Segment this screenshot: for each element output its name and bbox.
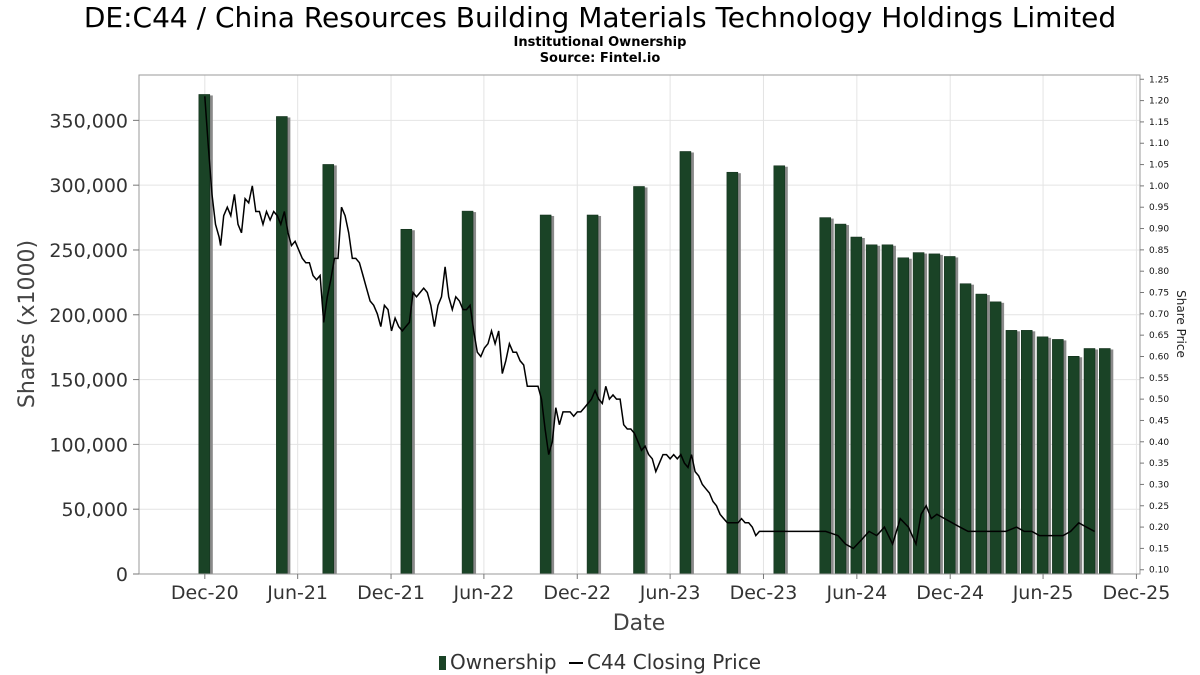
y2-tick-label: 1.25 <box>1149 75 1169 85</box>
y-tick-label: 100,000 <box>49 434 128 456</box>
ownership-bar <box>322 164 335 575</box>
ownership-bar <box>1067 356 1080 575</box>
y2-tick-label: 1.15 <box>1149 118 1169 128</box>
ownership-bar <box>198 94 211 575</box>
x-axis-ticks: Dec-20 Jun-21 Dec-21 Jun-22 Dec-22 Jun-23 Dec-… <box>171 574 1170 604</box>
x-tick-label: Dec-21 <box>357 582 425 604</box>
y-tick-label: 350,000 <box>49 110 128 132</box>
ownership-bar <box>1083 348 1096 575</box>
x-tick-label: Dec-25 <box>1103 582 1171 604</box>
chart-subtitle: Institutional Ownership <box>513 35 687 50</box>
y-tick-label: 150,000 <box>49 370 128 392</box>
y2-tick-label: 0.20 <box>1149 523 1169 533</box>
y2-tick-label: 0.15 <box>1149 544 1169 554</box>
y2-tick-label: 0.30 <box>1149 480 1169 490</box>
ownership-bar <box>881 244 894 575</box>
y2-tick-label: 1.20 <box>1149 97 1169 107</box>
x-tick-label: Dec-24 <box>916 582 984 604</box>
y2-tick-label: 1.10 <box>1149 139 1169 149</box>
x-tick-label: Dec-22 <box>543 582 611 604</box>
ownership-bar <box>276 116 288 575</box>
x-tick-label: Jun-21 <box>266 582 328 604</box>
chart-source: Source: Fintel.io <box>539 51 661 66</box>
ownership-bar <box>1005 330 1018 575</box>
ownership-bar <box>773 165 786 575</box>
x-axis-label: Date <box>613 611 666 636</box>
y2-tick-label: 1.05 <box>1149 161 1169 171</box>
ownership-bar <box>539 214 552 575</box>
ownership-bar <box>633 186 645 575</box>
legend-ownership-label: Ownership <box>449 649 557 674</box>
x-tick-label: Jun-22 <box>453 582 515 604</box>
y2-tick-label: 0.35 <box>1149 459 1169 469</box>
y2-tick-label: 0.80 <box>1149 267 1169 277</box>
legend-price: C44 Closing Price <box>563 650 761 674</box>
y-axis-ticks: 0 50,000 100,000 150,000 200,000 250,000 300,0… <box>49 110 139 586</box>
ownership-bar <box>726 171 739 575</box>
ownership-bar <box>1036 336 1049 575</box>
y2-tick-label: 0.25 <box>1149 502 1169 512</box>
y-tick-label: 200,000 <box>49 305 128 327</box>
legend: Ownership C44 Closing Price <box>0 648 1200 674</box>
y-tick-label: 50,000 <box>62 499 128 521</box>
ownership-bar <box>1020 330 1033 575</box>
y-tick-label: 300,000 <box>49 175 128 197</box>
y2-tick-label: 0.40 <box>1149 438 1169 448</box>
y2-tick-label: 0.85 <box>1149 246 1169 256</box>
x-tick-label: Jun-23 <box>639 582 701 604</box>
ownership-bar <box>943 256 956 575</box>
ownership-bar <box>850 236 863 575</box>
price-line <box>204 96 1095 550</box>
y2-tick-label: 0.75 <box>1149 289 1169 299</box>
y-axis-label: Shares (x1000) <box>15 240 40 408</box>
ownership-bar <box>461 210 474 575</box>
y-tick-label: 0 <box>116 564 128 586</box>
legend-price-label: C44 Closing Price <box>586 649 762 674</box>
ownership-bar <box>834 223 847 575</box>
legend-ownership: Ownership <box>438 649 557 674</box>
ownership-bars <box>198 94 1114 575</box>
y2-tick-label: 0.45 <box>1149 416 1169 426</box>
y2-tick-label: 0.10 <box>1149 566 1169 576</box>
x-tick-label: Jun-25 <box>1012 582 1074 604</box>
ownership-bar <box>679 151 692 575</box>
y2-axis-label: Share Price <box>1174 290 1188 358</box>
y2-tick-label: 0.50 <box>1149 395 1169 405</box>
y2-tick-label: 0.65 <box>1149 331 1169 341</box>
x-tick-label: Dec-20 <box>171 582 239 604</box>
y2-tick-label: 0.95 <box>1149 203 1169 213</box>
bar-swatch-icon <box>438 656 446 670</box>
y-tick-label: 250,000 <box>49 240 128 262</box>
ownership-bar <box>989 301 1002 575</box>
ownership-bar <box>400 228 413 575</box>
y2-axis-ticks: 0.10 0.15 0.20 0.25 0.30 0.35 0.40 0.45 0.50 0.55… <box>1140 75 1169 576</box>
x-tick-label: Dec-23 <box>730 582 798 604</box>
x-tick-label: Jun-24 <box>825 582 887 604</box>
y2-tick-label: 0.55 <box>1149 374 1169 384</box>
chart-title: DE:C44 / China Resources Building Materi… <box>83 1 1117 34</box>
plot-frame <box>138 74 1141 575</box>
y2-tick-label: 0.60 <box>1149 352 1169 362</box>
ownership-bar <box>819 217 831 575</box>
ownership-bar <box>928 253 941 575</box>
ownership-bar <box>1052 339 1064 575</box>
line-swatch-icon <box>568 662 583 664</box>
ownership-bar <box>865 244 878 575</box>
y2-tick-label: 1.00 <box>1149 182 1169 192</box>
ownership-bar <box>1099 348 1111 575</box>
y2-tick-label: 0.70 <box>1149 310 1169 320</box>
y2-tick-label: 0.90 <box>1149 225 1169 235</box>
